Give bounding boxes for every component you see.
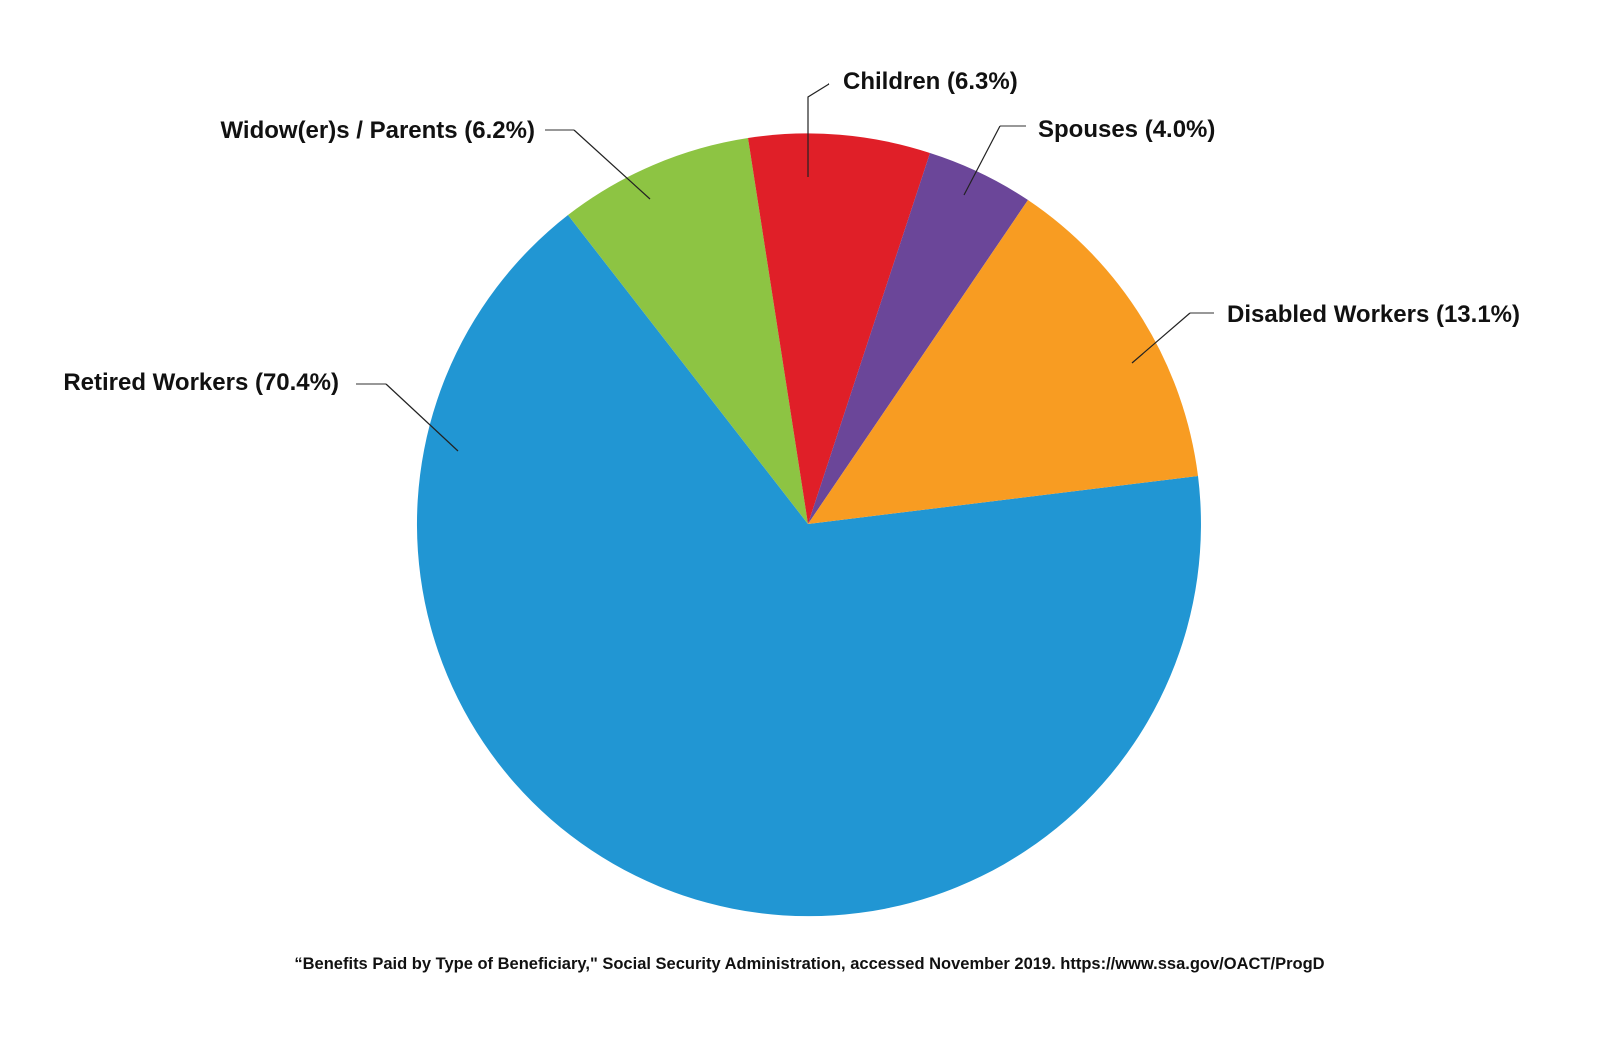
leader-lines	[356, 83, 1214, 452]
slice-disabled-workers	[808, 200, 1198, 524]
label-disabled-workers: Disabled Workers (13.1%)	[1227, 301, 1520, 328]
slice-spouses	[808, 153, 1028, 524]
slice-widowers-parents	[568, 138, 808, 524]
label-spouses: Spouses (4.0%)	[1038, 116, 1215, 143]
slice-retired-workers	[416, 215, 1201, 917]
slice-children	[748, 133, 930, 524]
label-widowers-parents: Widow(er)s / Parents (6.2%)	[220, 117, 535, 144]
source-citation: “Benefits Paid by Type of Beneficiary," …	[294, 955, 1325, 973]
label-retired-workers: Retired Workers (70.4%)	[63, 369, 339, 396]
label-children: Children (6.3%)	[843, 68, 1018, 95]
